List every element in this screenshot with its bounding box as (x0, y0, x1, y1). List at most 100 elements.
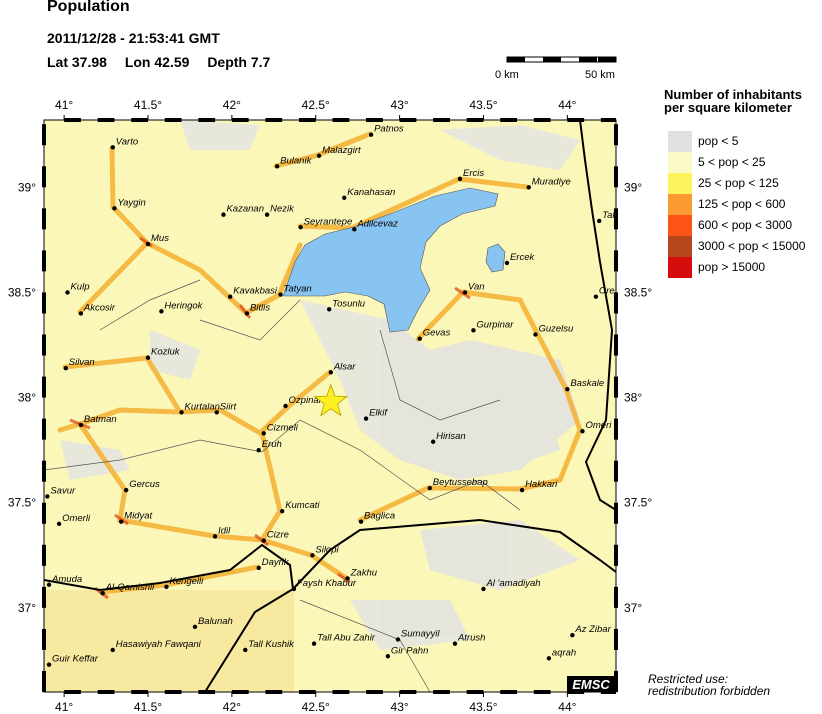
city-midyat[interactable]: Midyat (118, 511, 153, 524)
frame-segment (164, 690, 182, 694)
lat-label-left: 39° (18, 180, 36, 194)
city-aqrah[interactable]: aqrah (546, 647, 577, 661)
city-yaygin[interactable]: Yaygin (112, 197, 146, 211)
city-ore[interactable]: Ore (593, 286, 615, 299)
city-malazgirt[interactable]: Malazgirt (316, 145, 361, 158)
city-label: aqrah (552, 647, 576, 658)
city-sumayyil[interactable]: Sumayyil (395, 628, 441, 642)
city-dot (593, 294, 599, 299)
scale-end-label: 50 km (585, 69, 615, 81)
city-kazanan[interactable]: Kazanan (221, 204, 264, 217)
city-tatyan[interactable]: Tatyan (278, 284, 312, 297)
city-bitlis[interactable]: Bitlis (244, 302, 271, 316)
city-hasawiyah-fawqani[interactable]: Hasawiyah Fawqani (110, 639, 202, 653)
city-silvan[interactable]: Silvan (63, 357, 95, 371)
epicenter-star-icon[interactable] (313, 383, 349, 417)
city-dot (385, 654, 391, 659)
city-kavakbasi[interactable]: Kavakbasi (227, 286, 278, 299)
city-tak[interactable]: Tak (597, 210, 618, 224)
frame-segment (614, 208, 618, 230)
legend-swatch (668, 257, 692, 278)
frame-segment (298, 118, 316, 122)
city-dot (457, 176, 463, 182)
city-cizre[interactable]: Cizre (261, 530, 289, 543)
frame-segment (600, 118, 616, 122)
city-label: Savur (50, 485, 76, 496)
city-guzelsu[interactable]: Guzelsu (533, 324, 574, 337)
city-hakkari[interactable]: Hakkari (519, 479, 558, 493)
city-dot (214, 410, 219, 415)
lon-label-bottom: 42.5° (302, 700, 330, 714)
city-atrush[interactable]: Atrush (452, 633, 486, 646)
city-kumcati[interactable]: Kumcati (279, 500, 320, 514)
city-beytussebap[interactable]: Beytussebap (427, 477, 488, 491)
city-silopi[interactable]: Silopi (310, 544, 340, 558)
city-idil[interactable]: Idil (212, 525, 231, 539)
city-kulp[interactable]: Kulp (65, 281, 89, 295)
city-siirt[interactable]: Siirt (214, 401, 237, 415)
city-az-zibar[interactable]: Az Zibar (570, 624, 612, 638)
city-kurtalan[interactable]: Kurtalan (179, 401, 220, 415)
city-gurpinar[interactable]: Gurpinar (471, 319, 514, 333)
city-dot (261, 538, 266, 543)
city-tall-kushik[interactable]: Tall Kushik (243, 639, 295, 653)
city-van[interactable]: Van (462, 281, 485, 295)
city-muradiye[interactable]: Muradiye (526, 176, 571, 190)
city-label: Hirisan (436, 431, 466, 442)
city-kengelli[interactable]: Kengelli (164, 576, 204, 590)
city-zakhu[interactable]: Zakhu (345, 567, 378, 581)
city-cizmeli[interactable]: Cizmeli (261, 422, 299, 436)
city-seyrantepe[interactable]: Seyrantepe (298, 216, 352, 230)
city-hirisan[interactable]: Hirisan (430, 431, 466, 444)
city-gir-pahn[interactable]: Gir Pahn (385, 645, 429, 659)
city-savur[interactable]: Savur (45, 485, 76, 499)
city-omerli[interactable]: Omerli (56, 513, 91, 526)
city-tall-abu-zahir[interactable]: Tall Abu Zahir (311, 633, 376, 646)
city-varto[interactable]: Varto (110, 136, 139, 150)
city-label: Gurpinar (476, 319, 514, 330)
city-eruh[interactable]: Eruh (256, 439, 282, 453)
city-dayrik[interactable]: Dayrik (256, 557, 290, 571)
city-nezik[interactable]: Nezik (264, 204, 295, 217)
city-markers: Varto Patnos Malazgirt Bulanik Ercis Muradiye… (45, 124, 618, 667)
city-mus[interactable]: Mus (145, 233, 169, 247)
city-al-amadiyah[interactable]: Al 'amadiyah (481, 578, 541, 592)
city-gercus[interactable]: Gercus (123, 479, 160, 493)
city-batman[interactable]: Batman (78, 414, 117, 428)
city-elkif[interactable]: Elkif (363, 408, 389, 421)
frame-segment (64, 118, 81, 122)
city-kanahasan[interactable]: Kanahasan (342, 187, 395, 201)
city-label: Muradiye (532, 176, 571, 187)
city-akcosir[interactable]: Akcosir (78, 302, 116, 316)
city-heringok[interactable]: Heringok (159, 300, 204, 314)
city-faysh-khabur[interactable]: Faysh Khabur (291, 578, 357, 592)
city-baskale[interactable]: Baskale (565, 378, 604, 392)
city-adilcevaz[interactable]: Adilcevaz (352, 218, 398, 232)
city-dot (221, 212, 226, 217)
city-bulanik[interactable]: Bulanik (274, 155, 313, 169)
city-al-qamishli[interactable]: Al-Qamishli (100, 582, 156, 596)
frame-segment (42, 250, 46, 272)
city-guir-keffar[interactable]: Guir Keffar (46, 654, 99, 667)
legend-item: pop > 15000 (668, 257, 822, 278)
city-kozluk[interactable]: Kozluk (145, 347, 181, 360)
frame-segment (614, 418, 618, 440)
city-balunah[interactable]: Balunah (192, 616, 233, 630)
city-ercek[interactable]: Ercek (504, 252, 536, 266)
city-alsar[interactable]: Alsar (328, 361, 357, 375)
city-baglica[interactable]: Baglica (358, 511, 395, 524)
city-omeri[interactable]: Omeri (580, 420, 612, 434)
city-patnos[interactable]: Patnos (368, 124, 404, 137)
city-ercis[interactable]: Ercis (457, 168, 485, 182)
city-tosunlu[interactable]: Tosunlu (326, 298, 366, 312)
city-gevas[interactable]: Gevas (417, 328, 451, 341)
city-ozpinar[interactable]: Ozpinar (283, 395, 323, 409)
city-dot (311, 641, 317, 646)
city-amuda[interactable]: Amuda (46, 574, 82, 587)
city-label: Kulp (70, 281, 89, 292)
city-dot (45, 494, 50, 499)
city-label: Ercek (510, 252, 536, 263)
frame-segment (42, 586, 46, 608)
city-label: Adilcevaz (356, 218, 398, 229)
